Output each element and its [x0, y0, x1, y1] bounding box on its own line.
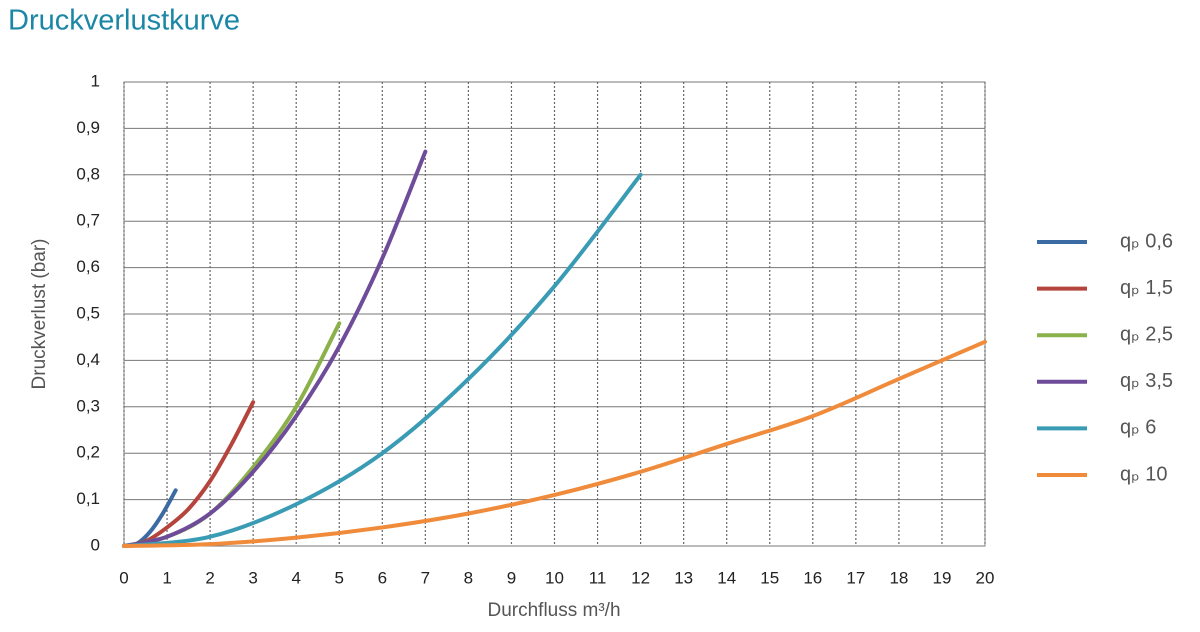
legend-label: qₚ 10 — [1120, 463, 1168, 485]
y-tick-label: 0,4 — [76, 350, 100, 369]
x-tick-label: 12 — [631, 568, 650, 587]
legend-label: qₚ 6 — [1120, 417, 1156, 439]
x-tick-label: 19 — [932, 568, 951, 587]
y-tick-label: 0,5 — [76, 303, 100, 322]
series-line — [122, 400, 256, 548]
x-tick-label: 7 — [421, 568, 430, 587]
x-tick-label: 13 — [674, 568, 693, 587]
x-tick-label: 14 — [717, 568, 736, 587]
legend-label: qₚ 0,6 — [1120, 230, 1173, 252]
x-tick-label: 6 — [378, 568, 387, 587]
x-tick-label: 16 — [803, 568, 822, 587]
series-line — [122, 172, 643, 548]
x-tick-label: 1 — [162, 568, 171, 587]
x-tick-label: 20 — [976, 568, 995, 587]
y-tick-label: 1 — [91, 71, 100, 90]
x-tick-label: 10 — [545, 568, 564, 587]
y-tick-label: 0,3 — [76, 396, 100, 415]
x-tick-label: 4 — [291, 568, 300, 587]
y-tick-label: 0,8 — [76, 164, 100, 183]
x-tick-label: 15 — [760, 568, 779, 587]
x-tick-label: 18 — [889, 568, 908, 587]
x-tick-label: 0 — [119, 568, 128, 587]
x-tick-label: 11 — [589, 568, 607, 587]
x-tick-label: 9 — [507, 568, 516, 587]
legend-label: qₚ 3,5 — [1120, 370, 1173, 392]
series-line — [122, 321, 342, 548]
x-tick-label: 5 — [335, 568, 344, 587]
y-tick-label: 0,2 — [76, 443, 100, 462]
series-line — [122, 339, 987, 548]
x-tick-label: 17 — [846, 568, 865, 587]
y-tick-label: 0,1 — [76, 489, 100, 508]
y-axis-label: Druckverlust (bar) — [29, 239, 50, 390]
legend-label: qₚ 1,5 — [1120, 277, 1173, 299]
series-line — [122, 149, 428, 548]
y-tick-label: 0,6 — [76, 257, 100, 276]
x-tick-label: 2 — [205, 568, 214, 587]
chart-title: Druckverlustkurve — [8, 5, 240, 37]
x-axis-label: Durchfluss m³/h — [487, 600, 620, 621]
y-tick-label: 0 — [91, 535, 100, 554]
legend-label: qₚ 2,5 — [1120, 323, 1173, 345]
x-tick-label: 8 — [464, 568, 473, 587]
y-tick-label: 0,7 — [76, 211, 100, 230]
x-tick-label: 3 — [248, 568, 257, 587]
y-tick-label: 0,9 — [76, 118, 100, 137]
